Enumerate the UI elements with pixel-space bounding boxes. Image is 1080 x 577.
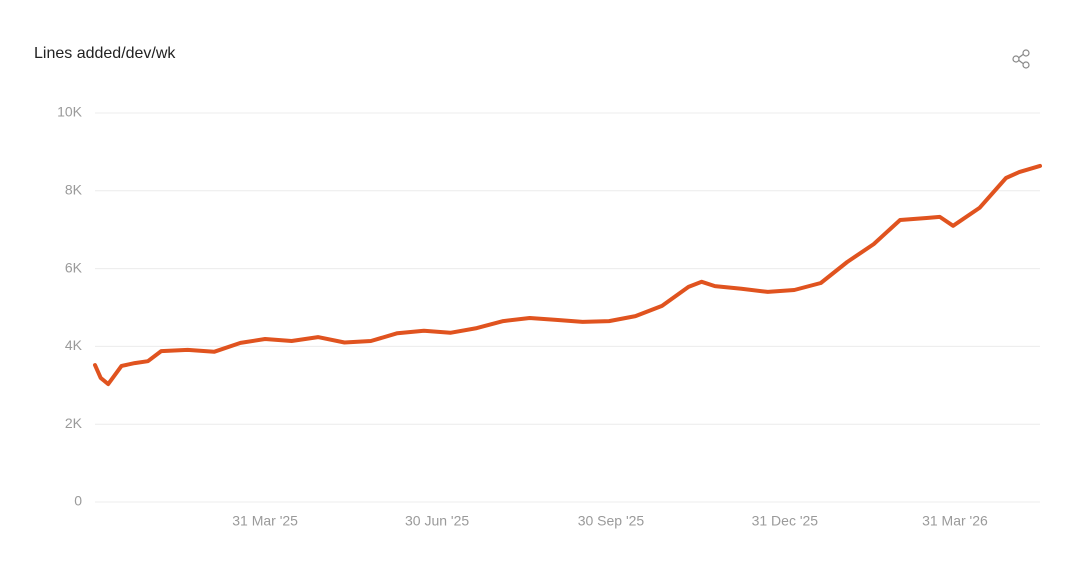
y-tick-label: 10K bbox=[57, 104, 83, 120]
y-tick-label: 0 bbox=[74, 493, 82, 509]
y-tick-label: 4K bbox=[65, 337, 83, 353]
data-line bbox=[93, 163, 1042, 387]
y-tick-label: 2K bbox=[65, 415, 83, 431]
x-tick-label: 31 Dec '25 bbox=[752, 513, 819, 529]
x-tick-label: 31 Mar '25 bbox=[232, 513, 298, 529]
x-tick-label: 30 Sep '25 bbox=[578, 513, 645, 529]
chart-title: Lines added/dev/wk bbox=[34, 45, 176, 62]
y-tick-label: 8K bbox=[65, 182, 83, 198]
x-tick-label: 30 Jun '25 bbox=[405, 513, 469, 529]
share-icon[interactable] bbox=[1012, 49, 1030, 69]
x-tick-label: 31 Mar '26 bbox=[922, 513, 988, 529]
y-tick-label: 6K bbox=[65, 259, 83, 275]
